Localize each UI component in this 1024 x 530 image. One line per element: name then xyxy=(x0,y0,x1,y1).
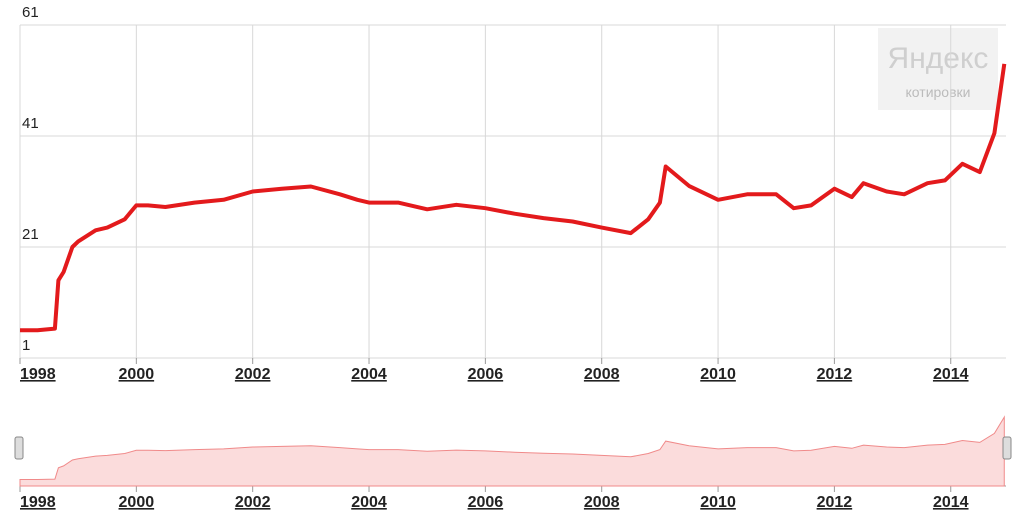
plot: 1 21 41 61 1998 1998 2000 2000 2002 2002 2004 2004 2… xyxy=(14,4,1012,511)
x-tick-label: 2002 xyxy=(235,366,271,383)
y-tick-label: 21 xyxy=(22,226,39,243)
navigator-handle[interactable] xyxy=(14,436,24,460)
nav-x-tick-label: 2002 xyxy=(235,494,271,511)
watermark-box xyxy=(878,28,998,110)
x-tick-label: 2006 xyxy=(468,366,504,383)
line xyxy=(20,63,1007,333)
x-tick-label: 2014 xyxy=(933,366,969,383)
nav-x-tick-label: 2012 xyxy=(817,494,853,511)
x-tick-label: 2010 xyxy=(700,366,736,383)
x-tick-label: 2008 xyxy=(584,366,620,383)
nav-x-tick-label: 2006 xyxy=(468,494,504,511)
y-tick-label: 61 xyxy=(22,4,39,21)
navigator-handle[interactable] xyxy=(1002,436,1012,460)
watermark-subtitle: котировки xyxy=(906,84,971,100)
watermark-title: Яндекс xyxy=(888,42,989,75)
x-tick-label: 2012 xyxy=(817,366,853,383)
x-tick-label: 2004 xyxy=(351,366,387,383)
y-tick-label: 41 xyxy=(22,115,39,132)
navigator-area xyxy=(19,415,1005,487)
nav-x-tick-label: 2004 xyxy=(351,494,387,511)
nav-x-tick-label: 2000 xyxy=(119,494,155,511)
x-tick-label: 2000 xyxy=(119,366,155,383)
nav-x-tick-label: 2010 xyxy=(700,494,736,511)
nav-x-tick-label: 2008 xyxy=(584,494,620,511)
x-tick-label: 1998 xyxy=(20,366,56,383)
nav-x-tick-label: 2014 xyxy=(933,494,969,511)
nav-x-tick-label: 1998 xyxy=(20,494,56,511)
y-tick-label: 1 xyxy=(22,337,30,354)
